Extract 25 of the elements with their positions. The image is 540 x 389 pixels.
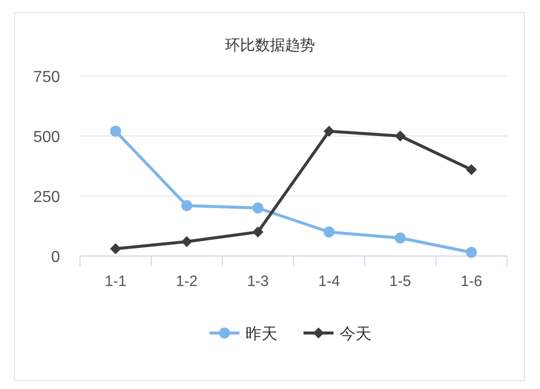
- x-tick-label: 1-3: [247, 273, 269, 290]
- y-tick-label: 0: [51, 249, 60, 266]
- x-tick-label: 1-2: [176, 273, 198, 290]
- y-tick-label: 500: [33, 129, 60, 146]
- legend-label: 昨天: [246, 326, 278, 343]
- point: [324, 126, 335, 137]
- x-tick-label: 1-5: [389, 273, 412, 290]
- point: [394, 130, 406, 142]
- point: [466, 246, 477, 258]
- point: [181, 236, 192, 248]
- y-tick-label: 250: [33, 189, 60, 206]
- x-tick-label: 1-4: [318, 273, 340, 290]
- point: [252, 202, 264, 214]
- legend-label: 今天: [340, 326, 372, 343]
- y-tick-label: 750: [33, 69, 60, 86]
- chart-title: 环比数据趋势: [225, 37, 315, 54]
- x-tick-label: 1-6: [460, 273, 482, 290]
- point: [110, 243, 122, 254]
- x-tick-label: 1-1: [104, 273, 126, 290]
- point: [394, 232, 406, 244]
- point: [324, 226, 335, 238]
- point: [181, 200, 192, 212]
- point: [110, 126, 122, 137]
- point: [466, 164, 477, 176]
- point: [252, 226, 264, 238]
